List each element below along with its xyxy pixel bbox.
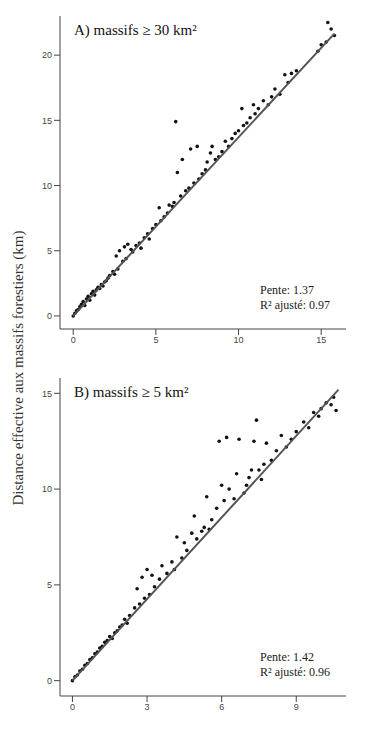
svg-text:10: 10 bbox=[42, 181, 52, 191]
svg-text:15: 15 bbox=[316, 335, 326, 345]
svg-text:10: 10 bbox=[234, 335, 244, 345]
svg-text:10: 10 bbox=[42, 484, 52, 494]
svg-text:3: 3 bbox=[145, 702, 150, 712]
html-text:Distance effective aux massifs: Distance effective aux massifs forestier… bbox=[9, 230, 26, 506]
svg-text:0: 0 bbox=[47, 676, 52, 686]
svg-text:15: 15 bbox=[42, 116, 52, 126]
html-text:Pente: 1.42: Pente: 1.42 bbox=[260, 650, 315, 664]
svg-text:20: 20 bbox=[42, 50, 52, 60]
svg-text:6: 6 bbox=[219, 702, 224, 712]
html-text:B) massifs ≥ 5 km²: B) massifs ≥ 5 km² bbox=[74, 384, 189, 400]
html-text:R² ajusté: 0.97: R² ajusté: 0.97 bbox=[260, 298, 330, 312]
svg-text:9: 9 bbox=[294, 702, 299, 712]
html-text:Pente: 1.37: Pente: 1.37 bbox=[260, 283, 315, 297]
svg-text:5: 5 bbox=[153, 335, 158, 345]
svg-text:0: 0 bbox=[70, 702, 75, 712]
svg-text:0: 0 bbox=[71, 335, 76, 345]
svg-text:5: 5 bbox=[47, 580, 52, 590]
svg-text:5: 5 bbox=[47, 246, 52, 256]
html-text:A) massifs ≥ 30 km²: A) massifs ≥ 30 km² bbox=[74, 22, 197, 38]
html-text:R² ajusté: 0.96: R² ajusté: 0.96 bbox=[260, 665, 330, 679]
svg-text:0: 0 bbox=[47, 311, 52, 321]
svg-text:15: 15 bbox=[42, 389, 52, 399]
